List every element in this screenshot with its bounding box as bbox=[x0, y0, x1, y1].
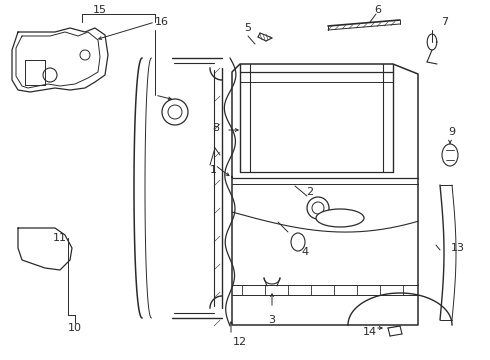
Text: 16: 16 bbox=[155, 17, 169, 27]
Text: 7: 7 bbox=[441, 17, 448, 27]
Text: 1: 1 bbox=[210, 165, 217, 175]
Ellipse shape bbox=[316, 209, 364, 227]
Ellipse shape bbox=[442, 144, 458, 166]
Text: 5: 5 bbox=[245, 23, 251, 33]
Text: 11: 11 bbox=[53, 233, 67, 243]
Text: 13: 13 bbox=[451, 243, 465, 253]
Text: 3: 3 bbox=[269, 315, 275, 325]
Text: 15: 15 bbox=[93, 5, 107, 15]
Text: 14: 14 bbox=[363, 327, 377, 337]
Text: 2: 2 bbox=[306, 187, 314, 197]
Text: 8: 8 bbox=[213, 123, 220, 133]
Ellipse shape bbox=[291, 233, 305, 251]
Text: 12: 12 bbox=[233, 337, 247, 347]
Text: 4: 4 bbox=[301, 247, 309, 257]
Text: 9: 9 bbox=[448, 127, 456, 137]
Text: 6: 6 bbox=[374, 5, 382, 15]
Text: 10: 10 bbox=[68, 323, 82, 333]
